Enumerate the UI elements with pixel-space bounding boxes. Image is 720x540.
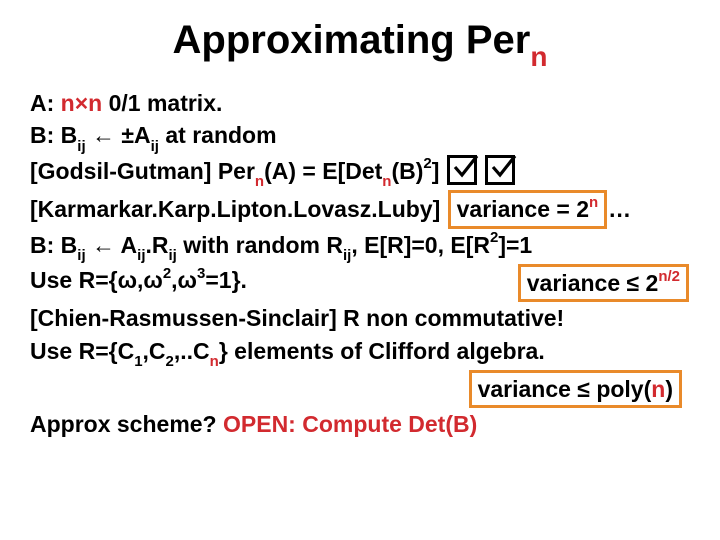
l3-ref: [Godsil-Gutman] — [30, 158, 211, 184]
slide-title: Approximating Pern — [30, 18, 690, 69]
l6-var: variance ≤ 2 — [527, 270, 659, 296]
line-9: variance ≤ poly(n) — [30, 370, 690, 408]
l8-dots: ,..C — [174, 338, 210, 364]
l8-s1: 1 — [134, 353, 142, 370]
title-text: Approximating Per — [173, 18, 531, 62]
l3-per-sub: n — [255, 173, 264, 190]
l5-prefix: B: B — [30, 232, 77, 258]
l2-pmA: ±A — [121, 122, 150, 148]
line-8: Use R={C1,C2,..Cn} elements of Clifford … — [30, 335, 690, 371]
l4-var: variance = 2 — [457, 196, 589, 222]
line-4: [Karmarkar.Karp.Lipton.Lovasz.Luby] vari… — [30, 190, 690, 228]
l5-s4: ij — [343, 247, 351, 264]
l6-exp: n/2 — [658, 268, 680, 285]
l3-per: Per — [211, 158, 254, 184]
variance-box-3: variance ≤ poly(n) — [469, 370, 682, 408]
l3-sq: 2 — [423, 155, 431, 172]
l2-prefix: B: B — [30, 122, 77, 148]
l1-nxn: n×n — [61, 90, 103, 116]
l2-sub-ij-1: ij — [77, 138, 85, 155]
line-1: A: n×n 0/1 matrix. — [30, 87, 690, 119]
l6-sq3: 3 — [197, 265, 205, 282]
l5-arrow: ← A — [86, 232, 138, 258]
l5-s2: ij — [137, 247, 145, 264]
l7-rest: R non commutative! — [337, 305, 564, 331]
l5-s3: ij — [169, 247, 177, 264]
l5-with: with random R — [177, 232, 343, 258]
l3-detrest: (B) — [391, 158, 423, 184]
l3-close: ] — [432, 158, 440, 184]
l10-open: OPEN: Compute Det(B) — [223, 411, 477, 437]
l8-prefix: Use R={C — [30, 338, 134, 364]
l6-left: Use R={ω,ω2,ω3=1}. — [30, 264, 247, 302]
l8-suffix: } elements of Clifford algebra. — [219, 338, 545, 364]
title-subscript-n: n — [530, 41, 547, 72]
l8-sn: n — [210, 353, 219, 370]
l2-sub-ij-2: ij — [151, 138, 159, 155]
line-2: B: Bij ← ±Aij at random — [30, 119, 690, 155]
l6-sq2: 2 — [163, 265, 171, 282]
l9-n: n — [651, 376, 665, 402]
l6-left3: =1}. — [205, 267, 247, 293]
l4-ellipsis: … — [608, 196, 631, 222]
l4-ref: [Karmarkar.Karp.Lipton.Lovasz.Luby] — [30, 196, 440, 222]
checkbox-icon — [485, 155, 515, 185]
l9-close: ) — [665, 376, 673, 402]
l2-suffix: at random — [159, 122, 277, 148]
line-3: [Godsil-Gutman] Pern(A) = E[Detn(B)2] — [30, 155, 690, 191]
variance-box-1: variance = 2n — [448, 190, 608, 228]
l3-eq: (A) = E[Det — [264, 158, 382, 184]
l1-suffix: 0/1 matrix. — [102, 90, 222, 116]
l9-var: variance ≤ poly( — [478, 376, 652, 402]
line-7: [Chien-Rasmussen-Sinclair] R non commuta… — [30, 302, 690, 334]
checkbox-icon — [447, 155, 477, 185]
l2-arrow: ← — [86, 122, 122, 148]
slide-body: A: n×n 0/1 matrix. B: Bij ← ±Aij at rand… — [30, 87, 690, 441]
line-6: Use R={ω,ω2,ω3=1}. variance ≤ 2n/2 — [30, 264, 690, 302]
l6-left2: ,ω — [171, 267, 197, 293]
l5-erz2: ]=1 — [498, 232, 532, 258]
l6-left1: Use R={ω,ω — [30, 267, 163, 293]
l5-s1: ij — [77, 247, 85, 264]
variance-box-2: variance ≤ 2n/2 — [518, 264, 689, 302]
l8-c: ,C — [143, 338, 166, 364]
l8-s2: 2 — [166, 353, 174, 370]
line-10: Approx scheme? OPEN: Compute Det(B) — [30, 408, 690, 440]
l5-sq: 2 — [490, 229, 498, 246]
l4-exp: n — [589, 194, 598, 211]
l5-erz: , E[R]=0, E[R — [351, 232, 490, 258]
l5-dot: .R — [146, 232, 169, 258]
l7-ref: [Chien-Rasmussen-Sinclair] — [30, 305, 337, 331]
l1-prefix: A: — [30, 90, 61, 116]
l3-det-sub: n — [382, 173, 391, 190]
line-5: B: Bij ← Aij.Rij with random Rij, E[R]=0… — [30, 229, 690, 265]
l10-q: Approx scheme? — [30, 411, 223, 437]
